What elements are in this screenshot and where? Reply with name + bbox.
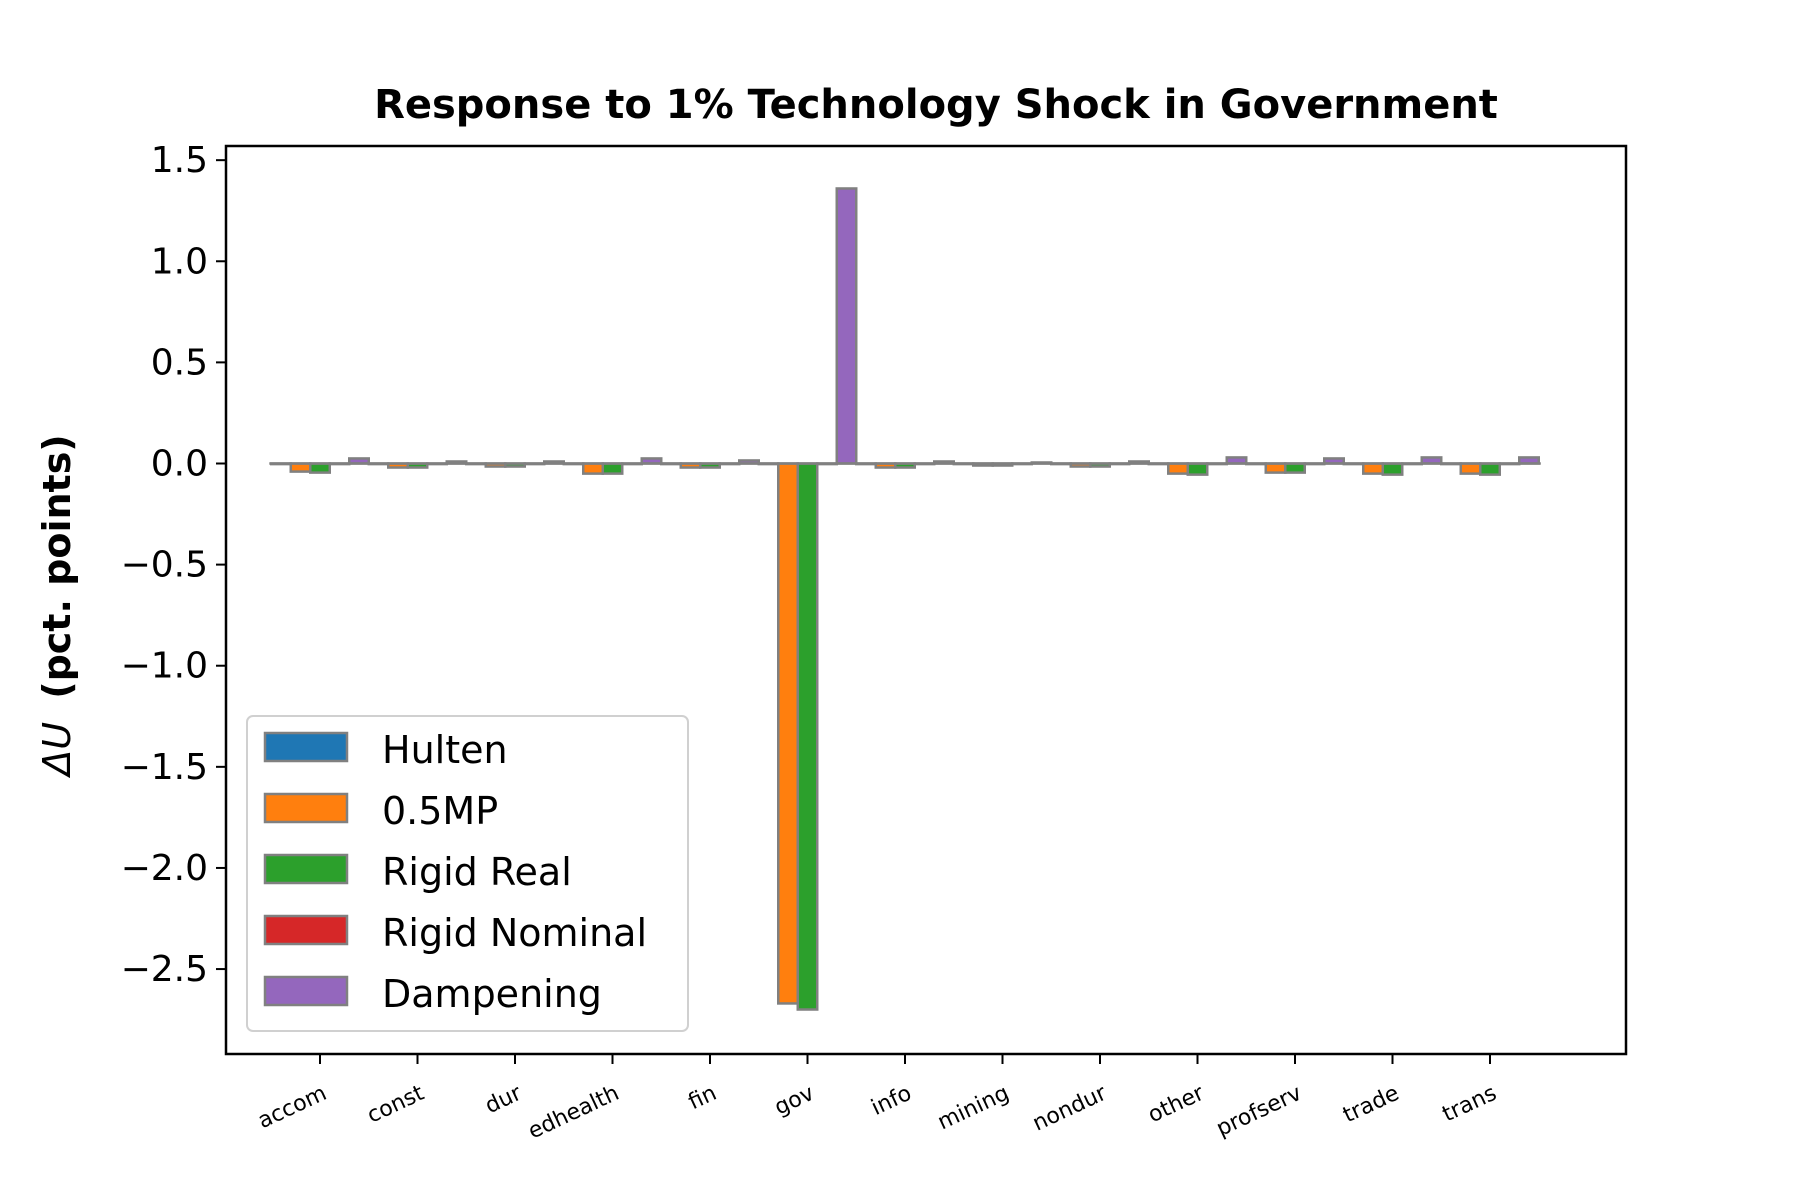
y-tick-label: −2.0 <box>121 848 208 889</box>
y-axis-label-text: (pct. points) <box>35 434 79 698</box>
y-tick-label: −2.5 <box>121 949 208 990</box>
legend-swatch-hulten <box>263 731 349 763</box>
y-tick-label: 0.5 <box>151 342 208 383</box>
legend-label-rigid-nominal: Rigid Nominal <box>382 911 647 955</box>
legend-label-rigid-real: Rigid Real <box>382 850 572 894</box>
bar-rigid-real-trans <box>1479 462 1501 476</box>
x-tick-label-trade: trade <box>1339 1081 1403 1128</box>
bar-0-5mp-edhealth <box>582 462 604 475</box>
bar-rigid-real-profserv <box>1284 462 1306 474</box>
x-tick-label-accom: accom <box>254 1081 330 1134</box>
y-tick-label: 1.5 <box>151 140 208 181</box>
x-tick-label-other: other <box>1144 1080 1209 1128</box>
legend: Hulten 0.5MP Rigid Real Rigid Nominal Dampen… <box>246 715 689 1032</box>
svg-text:ΔU (pct. points): ΔU (pct. points) <box>35 434 79 778</box>
y-tick-label: −1.5 <box>121 747 208 788</box>
x-tick-label-nondur: nondur <box>1029 1080 1111 1136</box>
bar-0-5mp-gov <box>777 462 799 1005</box>
chart-title: Response to 1% Technology Shock in Gover… <box>374 82 1498 128</box>
y-axis-label-symbol: ΔU <box>35 722 79 779</box>
y-axis-label: ΔU (pct. points) <box>35 434 79 778</box>
bar-0-5mp-profserv <box>1264 462 1287 474</box>
plot-frame <box>224 144 1628 1056</box>
y-tick-label: 1.0 <box>151 241 208 282</box>
legend-items: Hulten 0.5MP Rigid Real Rigid Nominal Dampen… <box>263 728 647 1016</box>
legend-swatch-0-5mp <box>263 792 349 824</box>
x-tick-label-profserv: profserv <box>1213 1081 1306 1142</box>
x-tick-label-edhealth: edhealth <box>524 1081 623 1145</box>
legend-swatch-rigid-real <box>263 853 349 885</box>
legend-label-dampening: Dampening <box>382 972 602 1016</box>
bar-rigid-real-accom <box>309 462 331 474</box>
legend-box <box>246 715 689 1032</box>
y-axis-ticks: 1.5 1.0 0.5 0.0 −0.5 −1.0 −1.5 −2.0 −2.5 <box>121 140 226 990</box>
y-tick-label: −1.0 <box>121 646 208 687</box>
bar-rigid-real-trade <box>1381 462 1404 476</box>
bar-rigid-real-edhealth <box>601 462 624 475</box>
x-tick-label-mining: mining <box>934 1081 1013 1136</box>
bar-0-5mp-trade <box>1362 462 1384 475</box>
bar-rigid-real-other <box>1186 462 1209 476</box>
bar-dampening-gov <box>835 187 858 465</box>
x-tick-label-const: const <box>363 1081 428 1129</box>
y-tick-label: −0.5 <box>121 545 208 586</box>
x-tick-label-gov: gov <box>771 1081 818 1121</box>
x-tick-label-trans: trans <box>1439 1081 1501 1128</box>
legend-label-hulten: Hulten <box>382 728 508 772</box>
bar-rigid-real-gov <box>796 462 819 1011</box>
x-tick-label-fin: fin <box>685 1081 721 1115</box>
legend-swatch-dampening <box>263 975 349 1007</box>
x-tick-label-dur: dur <box>481 1080 526 1119</box>
x-tick-label-info: info <box>868 1081 916 1121</box>
legend-swatch-rigid-nominal <box>263 914 349 946</box>
bar-0-5mp-other <box>1167 462 1189 475</box>
y-tick-label: 0.0 <box>151 444 208 485</box>
bar-0-5mp-trans <box>1459 462 1482 475</box>
legend-label-0-5mp: 0.5MP <box>382 789 498 833</box>
